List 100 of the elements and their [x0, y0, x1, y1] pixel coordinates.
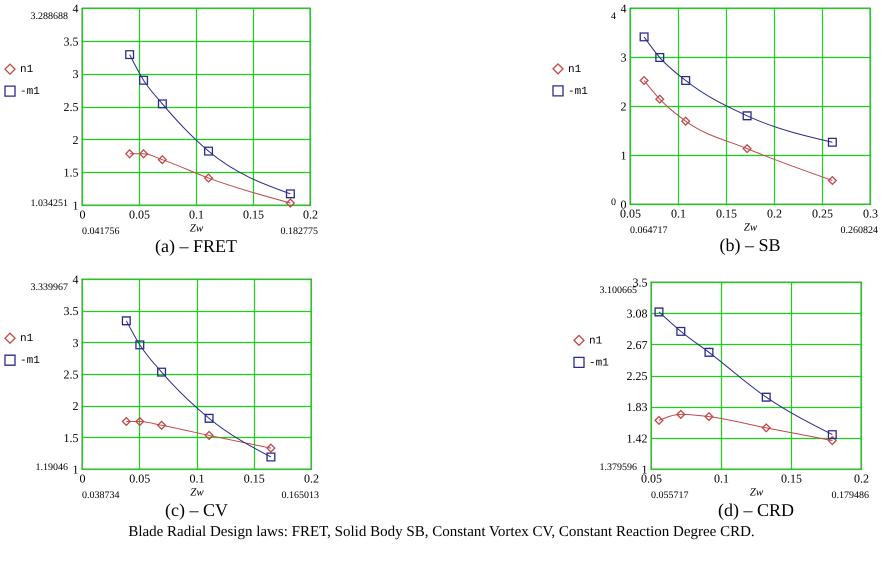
- point: [828, 176, 837, 186]
- y-tick-label: 1.5: [64, 430, 78, 445]
- point: [762, 423, 771, 432]
- point: [122, 416, 131, 426]
- text: 0.041756: [82, 226, 120, 237]
- point: [204, 414, 214, 423]
- text: 0: [611, 197, 616, 208]
- point: [828, 430, 837, 440]
- y-tick-label: 2: [72, 132, 78, 147]
- point: [654, 307, 664, 316]
- y-tick-label: 3.08: [626, 306, 648, 321]
- point: [204, 146, 214, 156]
- text: 3.339967: [30, 282, 68, 293]
- x-tick-label: 0.15: [244, 472, 265, 486]
- legend-label: -m1: [20, 86, 40, 98]
- point: [266, 452, 276, 462]
- x-tick-label: 0.05: [129, 472, 150, 486]
- point: [640, 32, 649, 42]
- point: [139, 76, 148, 85]
- x-tick-label: 0.2: [854, 472, 869, 486]
- legend-label: n1: [589, 335, 603, 348]
- point: [828, 138, 837, 147]
- x-axis-title: Zw: [750, 486, 764, 498]
- x-tick-label: 0.2: [304, 472, 319, 486]
- x-tick-label: 0.15: [716, 206, 737, 220]
- point: [742, 111, 752, 120]
- y-tick-label: 1: [72, 462, 78, 476]
- y-tick-label: 3.5: [64, 34, 78, 48]
- text: 0.165013: [282, 490, 319, 501]
- point: [157, 420, 166, 430]
- point: [204, 430, 214, 440]
- text: 0.179486: [832, 490, 869, 501]
- y-tick-label: 1.5: [64, 166, 78, 180]
- text: 4: [611, 11, 616, 22]
- x-tick-label: 0.2: [303, 208, 318, 222]
- point: [266, 444, 276, 453]
- point: [135, 416, 144, 426]
- point: [676, 410, 686, 419]
- point: [655, 52, 664, 62]
- text: 1.19046: [36, 462, 68, 473]
- point: [286, 189, 295, 198]
- y-tick-label: 2.67: [626, 338, 648, 352]
- point: [122, 316, 131, 326]
- point: [654, 416, 664, 425]
- text: 0.182775: [280, 226, 318, 237]
- y-tick-label: 3: [72, 67, 78, 82]
- legend-label: -m1: [20, 355, 40, 368]
- text: 1.379596: [600, 462, 637, 473]
- point: [158, 155, 167, 164]
- x-tick-label: 0.15: [781, 472, 802, 486]
- point: [762, 392, 771, 402]
- point: [742, 144, 752, 154]
- text: (a) – FRET: [155, 236, 237, 256]
- y-tick-label: 3: [620, 50, 626, 64]
- point: [158, 99, 167, 108]
- legend-label: n1: [20, 64, 34, 76]
- x-axis-title: Zw: [190, 486, 204, 498]
- text: 3.288688: [30, 11, 68, 22]
- point: [681, 76, 690, 86]
- legend-label: -m1: [568, 86, 588, 98]
- text: 0.260824: [840, 225, 878, 236]
- y-tick-label: 2.5: [64, 100, 78, 114]
- x-tick-label: 0.1: [714, 472, 729, 486]
- text: (c) – CV: [165, 500, 228, 520]
- x-tick-label: 0.3: [863, 206, 878, 220]
- x-tick-label: 0.1: [190, 472, 204, 486]
- y-tick-label: 4: [72, 2, 78, 16]
- text: (d) – CRD: [718, 500, 794, 520]
- y-tick-label: 2: [72, 399, 78, 414]
- y-tick-label: 4: [620, 2, 626, 16]
- x-axis-title: Zw: [744, 222, 758, 234]
- x-tick-label: 0.25: [812, 206, 833, 220]
- point: [828, 436, 837, 446]
- text: Blade Radial Design laws: FRET, Solid Body SB, Constant Vortex CV, Constant Reaction Degree CRD.: [127, 523, 756, 542]
- point: [704, 412, 714, 422]
- y-tick-label: 1: [620, 148, 626, 162]
- point: [655, 94, 664, 104]
- x-tick-label: 0.1: [671, 206, 686, 220]
- point: [676, 326, 686, 336]
- legend-label: n1: [568, 64, 582, 76]
- text: (b) – SB: [719, 235, 781, 255]
- x-tick-label: 0.1: [189, 208, 204, 222]
- point: [139, 149, 148, 158]
- x-tick-label: 0.05: [129, 208, 150, 222]
- point: [125, 50, 134, 60]
- point: [135, 340, 144, 350]
- x-tick-label: 0.2: [767, 206, 782, 220]
- y-tick-label: 4: [72, 272, 78, 286]
- y-tick-label: 3: [72, 336, 78, 350]
- text: 1.034251: [30, 198, 68, 209]
- point: [125, 149, 134, 158]
- text: 0.055717: [651, 490, 688, 501]
- point: [640, 76, 649, 86]
- y-tick-label: 2: [620, 100, 626, 114]
- point: [286, 198, 295, 208]
- text: 3.100665: [600, 285, 637, 296]
- y-tick-label: 2.25: [626, 369, 648, 383]
- point: [681, 116, 690, 126]
- x-axis-title: Zw: [190, 222, 204, 234]
- text: 0.038734: [82, 490, 120, 501]
